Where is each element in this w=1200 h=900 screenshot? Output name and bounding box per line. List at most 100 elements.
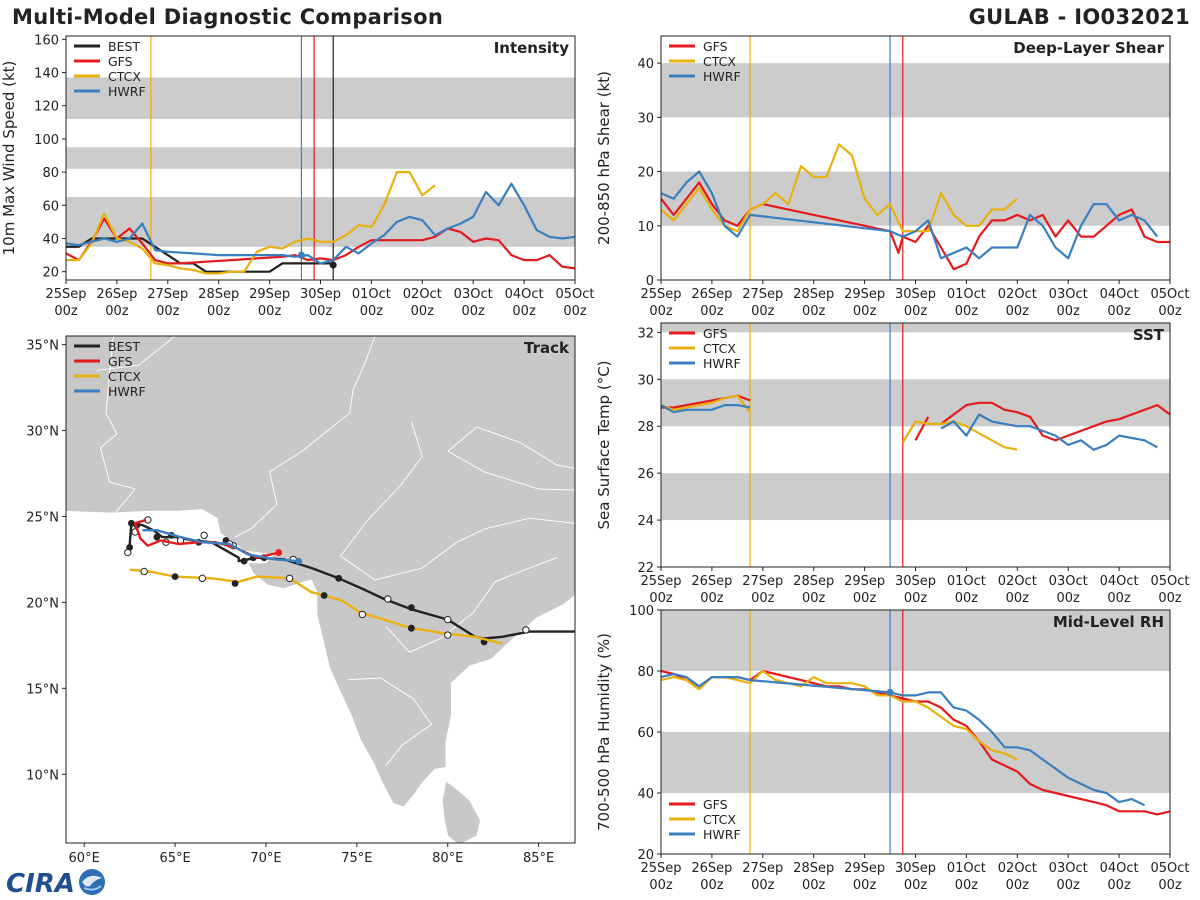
rh-xtick-hour: 00z	[1107, 878, 1131, 893]
intensity-ytick-label: 120	[34, 100, 59, 115]
track-point-best	[153, 533, 161, 541]
lat-tick-label: 30°N	[26, 425, 59, 440]
intensity-ytick-label: 20	[42, 266, 59, 281]
rh-xtick-date: 29Sep	[844, 861, 885, 876]
sst-xtick-date: 29Sep	[844, 574, 885, 589]
sst-xtick-hour: 00z	[1158, 591, 1182, 606]
intensity-xtick-hour: 00z	[360, 304, 384, 319]
sst-xtick-hour: 00z	[904, 591, 928, 606]
intensity-xtick-hour: 00z	[207, 304, 231, 319]
intensity-ytick-label: 160	[34, 33, 59, 48]
sst-legend-label-hwrf: HWRF	[703, 356, 741, 371]
intensity-xtick-date: 05Oct	[555, 287, 594, 302]
rh-ylabel: 700-500 hPa Humidity (%)	[595, 633, 613, 831]
rh-xtick-date: 28Sep	[793, 861, 834, 876]
rh-xtick-hour: 00z	[1158, 878, 1182, 893]
sst-xtick-hour: 00z	[700, 591, 724, 606]
sst-xtick-hour: 00z	[955, 591, 979, 606]
country-border	[234, 336, 376, 538]
lon-tick-label: 65°E	[159, 851, 190, 866]
lon-tick-label: 70°E	[250, 851, 281, 866]
shear-xtick-hour: 00z	[649, 304, 673, 319]
shear-xtick-hour: 00z	[700, 304, 724, 319]
track-point-best	[522, 626, 530, 634]
sst-line-ctcx	[661, 394, 1018, 451]
intensity-xtick-hour: 00z	[411, 304, 435, 319]
shear-legend-label-hwrf: HWRF	[703, 69, 741, 84]
storm-identifier: GULAB - IO032021	[968, 5, 1190, 29]
track-line-hwrf	[142, 529, 299, 563]
sri-lanka-landmass	[441, 780, 481, 843]
sst-xtick-date: 05Oct	[1150, 574, 1189, 589]
rh-xtick-date: 03Oct	[1049, 861, 1088, 876]
sst-title: SST	[1133, 326, 1165, 344]
rh-xtick-date: 26Sep	[691, 861, 732, 876]
track-legend-label-hwrf: HWRF	[108, 384, 146, 399]
logo-swirl	[82, 875, 102, 887]
intensity-xtick-hour: 00z	[258, 304, 282, 319]
track-legend-label-gfs: GFS	[108, 354, 133, 369]
lat-tick-label: 10°N	[26, 768, 59, 783]
rh-xtick-hour: 00z	[802, 878, 826, 893]
intensity-line-ctcx	[66, 171, 436, 275]
intensity-legend-label-hwrf: HWRF	[108, 84, 146, 99]
shear-xtick-date: 25Sep	[640, 287, 681, 302]
lat-tick-label: 35°N	[26, 339, 59, 354]
track-point-ctcx	[171, 573, 179, 581]
shear-xtick-date: 26Sep	[691, 287, 732, 302]
lon-tick-label: 75°E	[341, 851, 372, 866]
shear-xtick-hour: 00z	[1057, 304, 1081, 319]
lat-tick-label: 25°N	[26, 510, 59, 525]
lon-tick-label: 85°E	[523, 851, 554, 866]
rh-xtick-hour: 00z	[955, 878, 979, 893]
shear-xtick-hour: 00z	[1158, 304, 1182, 319]
shear-line-gfs	[661, 181, 1170, 271]
intensity-xtick-date: 29Sep	[249, 287, 290, 302]
rh-line-hwrf	[661, 672, 1145, 807]
sst-xtick-date: 27Sep	[742, 574, 783, 589]
track-title: Track	[524, 339, 570, 357]
sst-xtick-hour: 00z	[802, 591, 826, 606]
country-border	[347, 677, 433, 766]
sst-xtick-date: 28Sep	[793, 574, 834, 589]
intensity-xtick-hour: 00z	[156, 304, 180, 319]
lat-tick-label: 15°N	[26, 682, 59, 697]
intensity-shade-band	[66, 147, 575, 169]
sst-series-group	[661, 394, 1170, 451]
sst-ytick-label: 22	[637, 561, 654, 576]
sst-xtick-date: 25Sep	[640, 574, 681, 589]
country-border	[447, 450, 575, 491]
sst-shade-band	[661, 323, 1170, 333]
intensity-ytick-label: 60	[42, 199, 59, 214]
country-border	[99, 336, 136, 514]
rh-shade-band	[661, 610, 1170, 671]
intensity-legend-label-best: BEST	[108, 39, 140, 54]
intensity-panel: 20 40 60 80 100 120 140 160 25Sep 00z 26Sep 00z 27Se…	[0, 33, 595, 319]
track-point-ctcx	[358, 610, 367, 619]
intensity-marker-best	[329, 261, 337, 269]
rh-ytick-label: 40	[637, 787, 654, 802]
intensity-marker-hwrf	[297, 251, 305, 259]
rh-xtick-date: 25Sep	[640, 861, 681, 876]
intensity-xtick-date: 25Sep	[45, 287, 86, 302]
intensity-xtick-hour: 00z	[54, 304, 78, 319]
lat-tick-label: 20°N	[26, 596, 59, 611]
track-point-best	[407, 604, 415, 611]
rh-xtick-hour: 00z	[700, 878, 724, 893]
shear-shade-band	[661, 171, 1170, 226]
shear-legend-label-gfs: GFS	[703, 39, 728, 54]
track-point-hwrf	[295, 557, 303, 565]
country-border	[339, 421, 575, 581]
country-border	[447, 426, 575, 469]
track-point-gfs	[275, 549, 283, 556]
logo-text: CIRA	[6, 869, 75, 898]
shear-xtick-date: 01Oct	[947, 287, 986, 302]
shear-xtick-date: 05Oct	[1150, 287, 1189, 302]
sst-xtick-date: 30Sep	[895, 574, 936, 589]
rh-title: Mid-Level RH	[1053, 613, 1164, 631]
intensity-series-group	[66, 171, 575, 275]
rh-legend-label-ctcx: CTCX	[703, 812, 736, 827]
intensity-xtick-date: 03Oct	[454, 287, 493, 302]
rh-ytick-label: 60	[637, 726, 654, 741]
shear-ytick-label: 0	[646, 274, 654, 289]
